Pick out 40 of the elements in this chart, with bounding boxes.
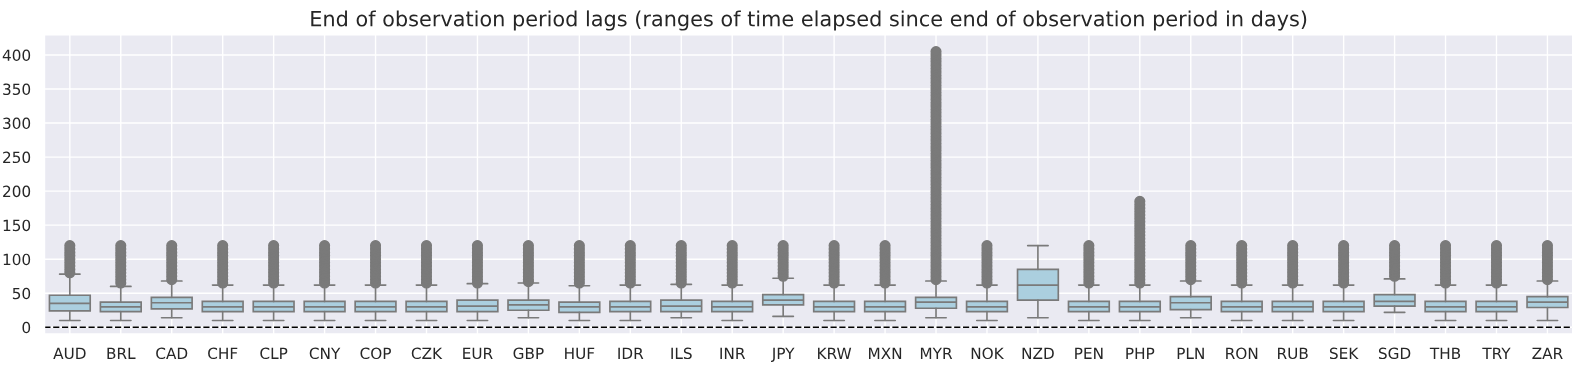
x-tick-label: KRW	[818, 347, 852, 359]
x-tick-label: NZD	[1022, 347, 1054, 359]
chart-title: End of observation period lags (ranges of time elapsed since end of observation period in days)	[311, 10, 1307, 31]
x-tick-label: PLN	[1177, 347, 1204, 359]
x-tick-label: THB	[1429, 347, 1461, 359]
x-tick-label: PEN	[1075, 347, 1103, 359]
x-tick-label: PHP	[1126, 347, 1155, 359]
x-tick-label: MYR	[920, 347, 953, 359]
x-tick-label: IDR	[618, 347, 644, 359]
x-tick-label: COP	[360, 347, 391, 360]
x-tick-label: CZK	[411, 347, 443, 360]
x-tick-label: ILS	[671, 347, 692, 360]
y-tick-label: 0	[22, 321, 31, 334]
x-tick-label: CAD	[156, 347, 188, 360]
x-tick-label: MXN	[869, 347, 902, 359]
y-tick-label: 150	[3, 219, 31, 232]
x-tick-label: SEK	[1329, 347, 1359, 360]
x-tick-label: JPY	[771, 347, 795, 362]
x-tick-label: HUF	[565, 347, 595, 360]
x-tick-label: AUD	[53, 347, 86, 360]
y-tick-label: 300	[3, 117, 31, 130]
y-tick-label: 350	[3, 83, 31, 96]
x-tick-label: TRY	[1482, 347, 1511, 359]
x-tick-label: NOK	[971, 347, 1005, 360]
x-tick-label: BRL	[107, 347, 136, 359]
x-tick-label: SGD	[1378, 347, 1411, 360]
y-tick-label: 50	[12, 287, 31, 300]
x-tick-label: CNY	[309, 347, 341, 360]
x-tick-label: ZAR	[1532, 347, 1563, 359]
x-tick-label: CHF	[208, 347, 238, 360]
x-tick-label: RON	[1226, 347, 1258, 360]
y-tick-label: 100	[3, 253, 31, 266]
x-tick-label: INR	[720, 347, 746, 359]
y-tick-label: 400	[2, 49, 31, 61]
x-tick-label: RUB	[1278, 347, 1308, 360]
y-tick-label: 200	[3, 185, 31, 198]
x-tick-label: GBP	[513, 347, 544, 360]
x-tick-label: CLP	[260, 347, 288, 360]
x-tick-label: EUR	[463, 347, 493, 360]
y-tick-label: 250	[3, 151, 31, 164]
